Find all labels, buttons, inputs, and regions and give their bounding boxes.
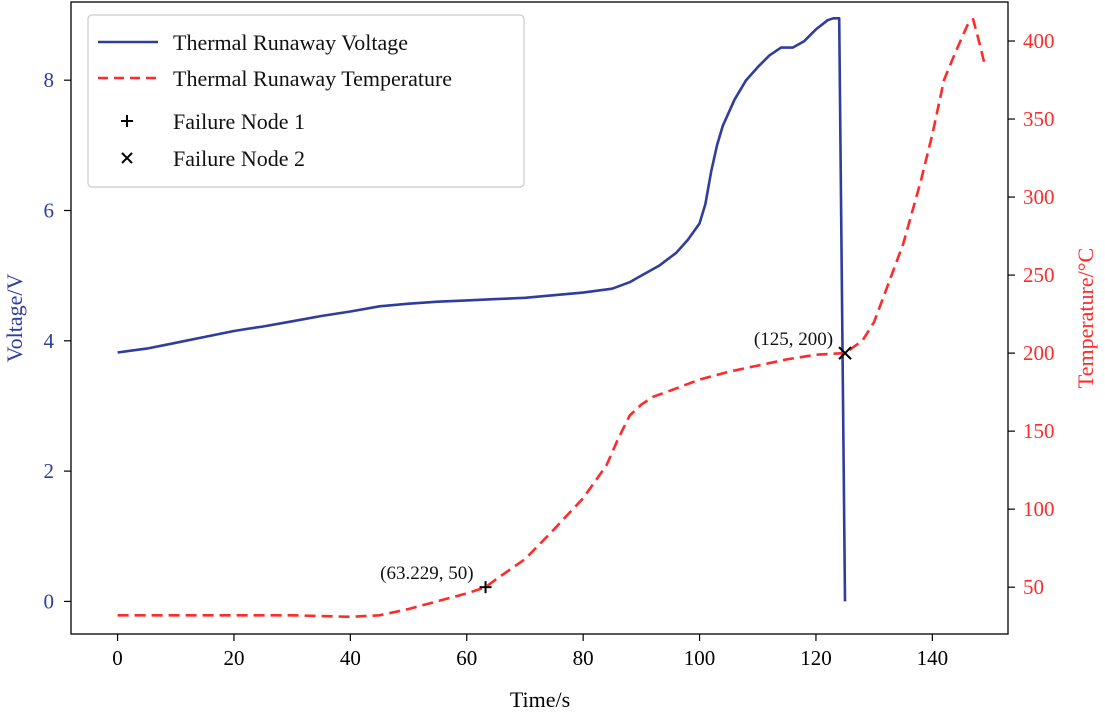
- voltage-series-line: [117, 16, 847, 602]
- y-left-tick-label: 4: [44, 329, 55, 353]
- y-right-tick-label: 350: [1023, 107, 1055, 131]
- legend-failure-node-2-label: Failure Node 2: [173, 146, 305, 171]
- failure-node-2-annotation: (125, 200): [754, 329, 833, 350]
- y-right-tick-label: 50: [1023, 575, 1044, 599]
- y-right-axis-title: Temperature/°C: [1073, 248, 1098, 388]
- legend-box: [87, 14, 525, 188]
- y-left-tick-label: 2: [44, 459, 55, 483]
- y-left-tick-label: 6: [44, 198, 55, 222]
- y-left-tick-label: 8: [44, 68, 55, 92]
- series-layer: [117, 16, 986, 619]
- legend: Thermal Runaway Voltage Thermal Runaway …: [87, 14, 525, 188]
- y-left-axis-title: Voltage/V: [2, 273, 27, 362]
- legend-failure-node-1-label: Failure Node 1: [173, 109, 305, 134]
- x-tick-label: 0: [112, 646, 123, 670]
- legend-x-marker-icon: [121, 152, 133, 164]
- failure-node-1-annotation: (63.229, 50): [380, 563, 473, 584]
- failure-node-1-marker: [479, 581, 492, 594]
- failure-points-layer: (63.229, 50) (125, 200): [380, 329, 852, 594]
- legend-plus-marker-icon: [121, 115, 133, 127]
- x-tick-label: 140: [917, 646, 949, 670]
- temperature-series-line: [117, 17, 986, 619]
- ticks-layer: 0 20 40 60 80 100 120 140 0 2 4 6 8 50 100 150 200 250 300…: [44, 29, 1055, 670]
- x-tick-label: 20: [223, 646, 244, 670]
- failure-node-2-marker: [838, 346, 852, 360]
- y-right-tick-label: 400: [1023, 29, 1055, 53]
- x-tick-label: 100: [684, 646, 716, 670]
- y-right-tick-label: 100: [1023, 497, 1055, 521]
- x-tick-label: 80: [573, 646, 594, 670]
- y-right-tick-label: 250: [1023, 263, 1055, 287]
- y-right-tick-label: 200: [1023, 341, 1055, 365]
- x-tick-label: 120: [800, 646, 832, 670]
- legend-voltage-label: Thermal Runaway Voltage: [173, 30, 408, 55]
- x-axis-title: Time/s: [510, 687, 570, 712]
- y-right-tick-label: 150: [1023, 419, 1055, 443]
- legend-temperature-label: Thermal Runaway Temperature: [173, 66, 452, 91]
- x-tick-label: 60: [456, 646, 477, 670]
- y-left-tick-label: 0: [44, 589, 55, 613]
- y-right-tick-label: 300: [1023, 185, 1055, 209]
- x-tick-label: 40: [340, 646, 361, 670]
- plot-frame: [70, 1, 1009, 635]
